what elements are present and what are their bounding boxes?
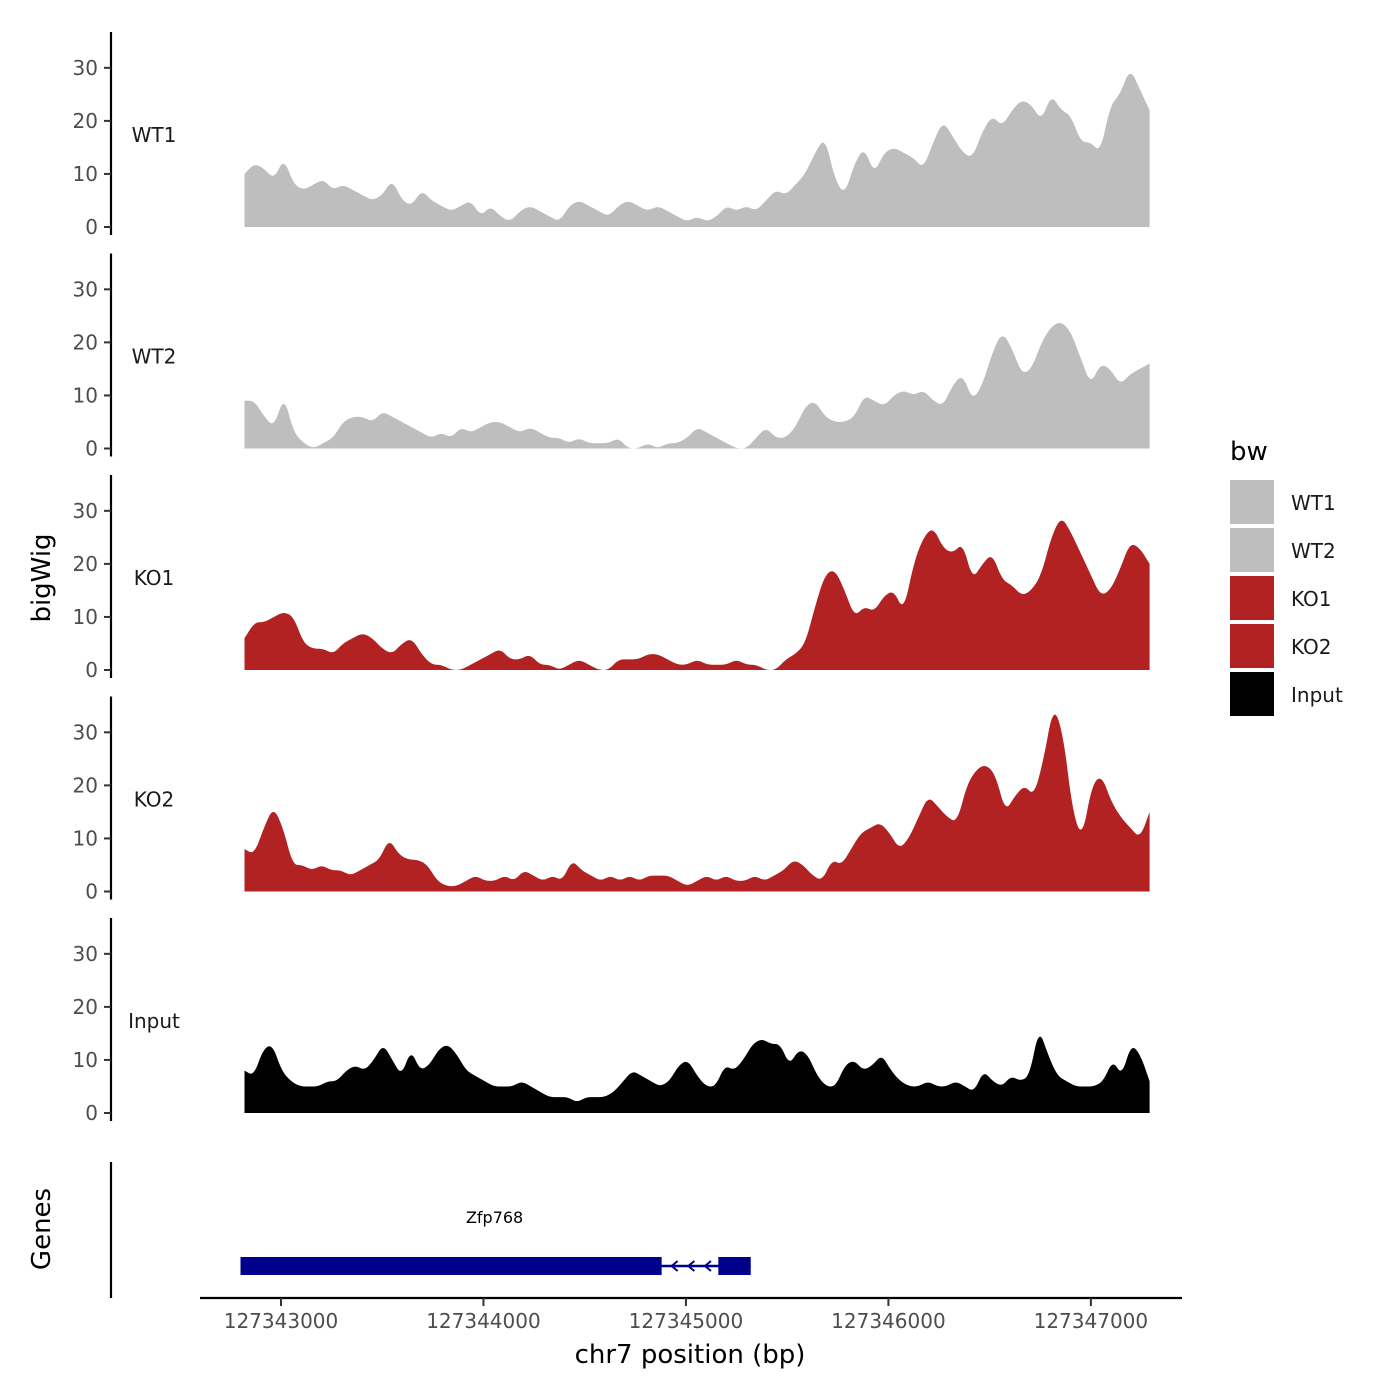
y-tick-label: 0 [85,437,98,461]
x-tick-label: 127345000 [629,1309,744,1333]
track-panel-wt1: 0 10 20 30 WT1 [73,32,1150,239]
gene-exon [718,1257,751,1275]
y-axis-title: bigWig [27,533,57,622]
legend-label-ko1: KO1 [1291,587,1332,611]
y-tick-label: 20 [73,109,98,133]
y-tick-label: 30 [73,56,98,80]
x-axis-ticks: 127343000 127344000 127345000 127346000 1273… [224,1298,1148,1333]
genes-panel: Zfp768 [109,1162,751,1298]
legend-key-ko2 [1230,624,1274,668]
legend-label-wt2: WT2 [1291,539,1336,563]
y-tick-label: 10 [73,605,98,629]
coverage-area-wt2 [244,322,1150,449]
y-tick-label: 0 [85,880,98,904]
legend-key-wt2 [1230,528,1274,572]
y-tick-label: 10 [73,383,98,407]
legend-label-wt1: WT1 [1291,491,1336,515]
track-label-ko1: KO1 [134,566,175,590]
x-tick-label: 127344000 [426,1309,541,1333]
coverage-area-wt1 [244,73,1150,227]
coverage-area-ko2 [244,714,1150,892]
y-tick-label: 30 [73,942,98,966]
x-axis: 127343000 127344000 127345000 127346000 1273… [200,1296,1182,1333]
coverage-area-input [244,1036,1150,1113]
track-panel-ko2: 0 10 20 30 KO2 [73,696,1150,904]
track-label-input: Input [128,1009,180,1033]
y-tick-label: 20 [73,995,98,1019]
y-tick-label: 30 [73,277,98,301]
track-panel-input: 0 10 20 30 Input [73,918,1150,1125]
y-tick-label: 10 [73,826,98,850]
gene-zfp768: Zfp768 [240,1208,751,1275]
legend-key-ko1 [1230,576,1274,620]
genes-panel-title: Genes [27,1188,57,1270]
y-tick-label: 0 [85,1101,98,1125]
y-tick-label: 20 [73,552,98,576]
y-tick-label: 30 [73,720,98,744]
gene-marks: Zfp768 [240,1208,751,1275]
strand-arrow [670,1260,679,1272]
legend-key-wt1 [1230,480,1274,524]
gene-label: Zfp768 [466,1208,523,1227]
x-tick-label: 127343000 [224,1309,339,1333]
legend: bw WT1 WT2 KO1 KO2 Input [1230,437,1343,716]
x-axis-title: chr7 position (bp) [575,1340,806,1370]
coverage-area-ko1 [244,520,1150,670]
y-tick-label: 0 [85,215,98,239]
track-panel-ko1: 0 10 20 30 KO1 [73,475,1150,682]
gene-exon [240,1257,662,1275]
x-tick-label: 127347000 [1034,1309,1149,1333]
y-tick-label: 30 [73,499,98,523]
legend-title: bw [1230,437,1268,467]
strand-arrow [686,1260,695,1272]
y-tick-label: 10 [73,162,98,186]
y-tick-label: 10 [73,1048,98,1072]
y-tick-label: 0 [85,658,98,682]
y-tick-label: 20 [73,330,98,354]
track-label-ko2: KO2 [134,788,175,812]
track-panel-wt2: 0 10 20 30 WT2 [73,253,1150,461]
track-label-wt1: WT1 [132,123,177,147]
legend-label-ko2: KO2 [1291,635,1332,659]
strand-arrow [703,1260,712,1272]
legend-key-input [1230,672,1274,716]
legend-label-input: Input [1291,683,1343,707]
track-panels: 0 10 20 30 WT1 0 10 20 30 WT2 0 10 20 30 KO1 0 10 20 30 KO2… [73,32,1150,1125]
y-tick-label: 20 [73,773,98,797]
x-tick-label: 127346000 [831,1309,946,1333]
track-label-wt2: WT2 [132,345,177,369]
